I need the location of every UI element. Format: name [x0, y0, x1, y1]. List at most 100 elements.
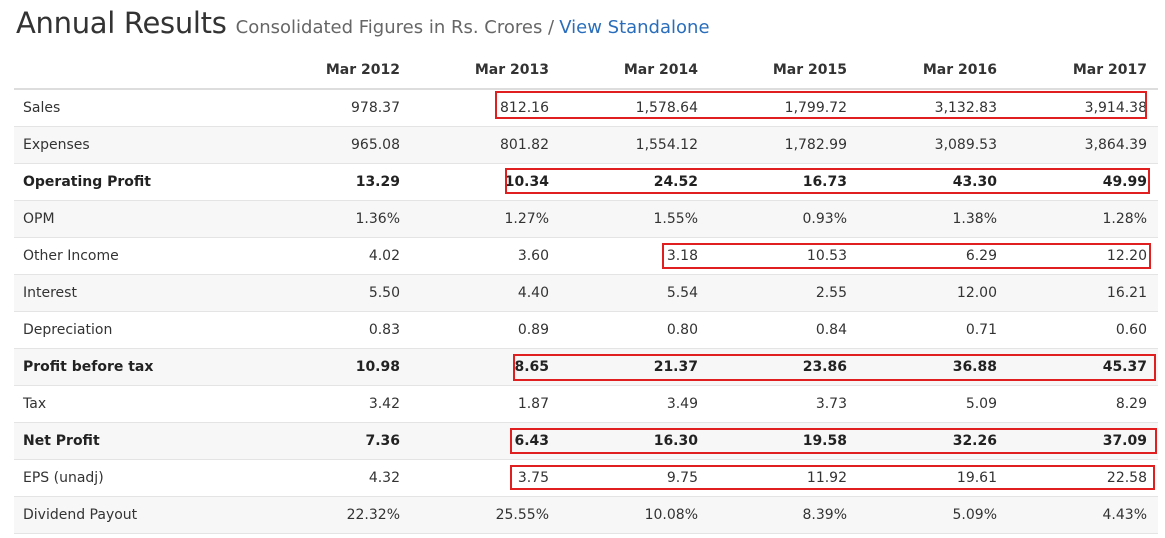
table-cell: 32.26	[952, 433, 997, 449]
table-cell: 0.93%	[802, 211, 847, 227]
page-title: Annual Results	[16, 6, 227, 40]
table-cell: 1.36%	[355, 211, 400, 227]
table-cell: 19.58	[802, 433, 847, 449]
table-cell: 0.71	[965, 322, 997, 338]
table-cell: 0.89	[517, 322, 549, 338]
table-cell: 5.09%	[952, 507, 997, 523]
table-cell: 43.30	[952, 174, 997, 190]
column-header[interactable]: Mar 2014	[623, 61, 698, 78]
table-cell: 12.20	[1106, 248, 1147, 264]
row-label: Operating Profit	[23, 174, 151, 190]
table-cell: 1,782.99	[784, 137, 847, 153]
table-cell: 3.75	[517, 470, 549, 486]
table-row: Profit before tax 10.98 8.65 21.37 23.86 36.8…	[14, 349, 1158, 386]
table-cell: 23.86	[802, 359, 847, 375]
table-row: Net Profit 7.36 6.43 16.30 19.58 32.26 37.09	[14, 423, 1158, 460]
column-header[interactable]: Mar 2013	[474, 61, 549, 78]
table-cell: 24.52	[653, 174, 698, 190]
row-label: Profit before tax	[23, 359, 154, 375]
column-header[interactable]: Mar 2012	[325, 61, 400, 78]
table-cell: 10.53	[806, 248, 847, 264]
table-cell: 11.92	[806, 470, 847, 486]
table-cell: 12.00	[956, 285, 997, 301]
table-row: Sales 978.37 812.16 1,578.64 1,799.72 3,132.8…	[14, 90, 1158, 127]
row-label: OPM	[23, 211, 55, 227]
table-cell: 1,578.64	[635, 100, 698, 116]
table-cell: 45.37	[1102, 359, 1147, 375]
row-label: Expenses	[23, 137, 90, 153]
table-header-row: Mar 2012 Mar 2013 Mar 2014 Mar 2015 Mar …	[14, 51, 1158, 90]
row-label: EPS (unadj)	[23, 470, 104, 486]
table-cell: 16.30	[653, 433, 698, 449]
table-row: Tax 3.42 1.87 3.49 3.73 5.09 8.29	[14, 386, 1158, 423]
table-cell: 10.08%	[644, 507, 698, 523]
table-cell: 978.37	[351, 100, 400, 116]
table-cell: 8.65	[514, 359, 549, 375]
table-cell: 22.32%	[346, 507, 400, 523]
table-cell: 5.54	[666, 285, 698, 301]
table-cell: 3.49	[666, 396, 698, 412]
table-row: OPM 1.36% 1.27% 1.55% 0.93% 1.38% 1.28%	[14, 201, 1158, 238]
table-cell: 36.88	[952, 359, 997, 375]
section-header: Annual Results Consolidated Figures in R…	[16, 6, 710, 40]
table-cell: 22.58	[1106, 470, 1147, 486]
row-label: Other Income	[23, 248, 119, 264]
column-header[interactable]: Mar 2016	[922, 61, 997, 78]
column-header[interactable]: Mar 2015	[772, 61, 847, 78]
table-cell: 6.43	[514, 433, 549, 449]
table-cell: 5.50	[368, 285, 400, 301]
table-cell: 3,089.53	[934, 137, 997, 153]
table-cell: 1,799.72	[784, 100, 847, 116]
table-cell: 1.55%	[653, 211, 698, 227]
page-subtitle: Consolidated Figures in Rs. Crores /	[235, 17, 555, 38]
table-cell: 5.09	[965, 396, 997, 412]
table-row: Expenses 965.08 801.82 1,554.12 1,782.99 3,08…	[14, 127, 1158, 164]
table-cell: 0.60	[1115, 322, 1147, 338]
table-cell: 19.61	[956, 470, 997, 486]
table-cell: 6.29	[965, 248, 997, 264]
annual-results-table: Mar 2012 Mar 2013 Mar 2014 Mar 2015 Mar …	[14, 51, 1158, 534]
table-cell: 4.02	[368, 248, 400, 264]
table-cell: 4.40	[517, 285, 549, 301]
table-cell: 3,914.38	[1084, 100, 1147, 116]
table-row: Dividend Payout 22.32% 25.55% 10.08% 8.39% 5.…	[14, 497, 1158, 534]
table-cell: 10.98	[355, 359, 400, 375]
table-cell: 37.09	[1102, 433, 1147, 449]
row-label: Depreciation	[23, 322, 113, 338]
table-cell: 3,132.83	[934, 100, 997, 116]
table-cell: 1.87	[517, 396, 549, 412]
column-header[interactable]: Mar 2017	[1072, 61, 1147, 78]
table-cell: 3,864.39	[1084, 137, 1147, 153]
table-cell: 25.55%	[495, 507, 549, 523]
table-row: Other Income 4.02 3.60 3.18 10.53 6.29 12.20	[14, 238, 1158, 275]
table-cell: 1.27%	[504, 211, 549, 227]
table-cell: 10.34	[504, 174, 549, 190]
view-standalone-link[interactable]: View Standalone	[559, 17, 710, 38]
row-label: Tax	[23, 396, 47, 412]
table-cell: 49.99	[1102, 174, 1147, 190]
row-label: Interest	[23, 285, 77, 301]
table-cell: 1,554.12	[635, 137, 698, 153]
table-row: Interest 5.50 4.40 5.54 2.55 12.00 16.21	[14, 275, 1158, 312]
table-cell: 9.75	[666, 470, 698, 486]
table-cell: 2.55	[815, 285, 847, 301]
table-cell: 16.21	[1106, 285, 1147, 301]
table-row: Depreciation 0.83 0.89 0.80 0.84 0.71 0.60	[14, 312, 1158, 349]
row-label: Sales	[23, 100, 61, 116]
table-cell: 21.37	[653, 359, 698, 375]
table-row: EPS (unadj) 4.32 3.75 9.75 11.92 19.61 22.58	[14, 460, 1158, 497]
table-cell: 3.73	[815, 396, 847, 412]
table-cell: 1.28%	[1102, 211, 1147, 227]
row-label: Net Profit	[23, 433, 100, 449]
table-cell: 7.36	[365, 433, 400, 449]
table-cell: 965.08	[351, 137, 400, 153]
table-cell: 4.43%	[1102, 507, 1147, 523]
table-cell: 0.84	[815, 322, 847, 338]
table-row: Operating Profit 13.29 10.34 24.52 16.73 43.3…	[14, 164, 1158, 201]
table-cell: 801.82	[500, 137, 549, 153]
table-cell: 13.29	[355, 174, 400, 190]
table-cell: 0.83	[368, 322, 400, 338]
table-cell: 3.60	[517, 248, 549, 264]
table-cell: 8.39%	[802, 507, 847, 523]
table-cell: 3.42	[368, 396, 400, 412]
